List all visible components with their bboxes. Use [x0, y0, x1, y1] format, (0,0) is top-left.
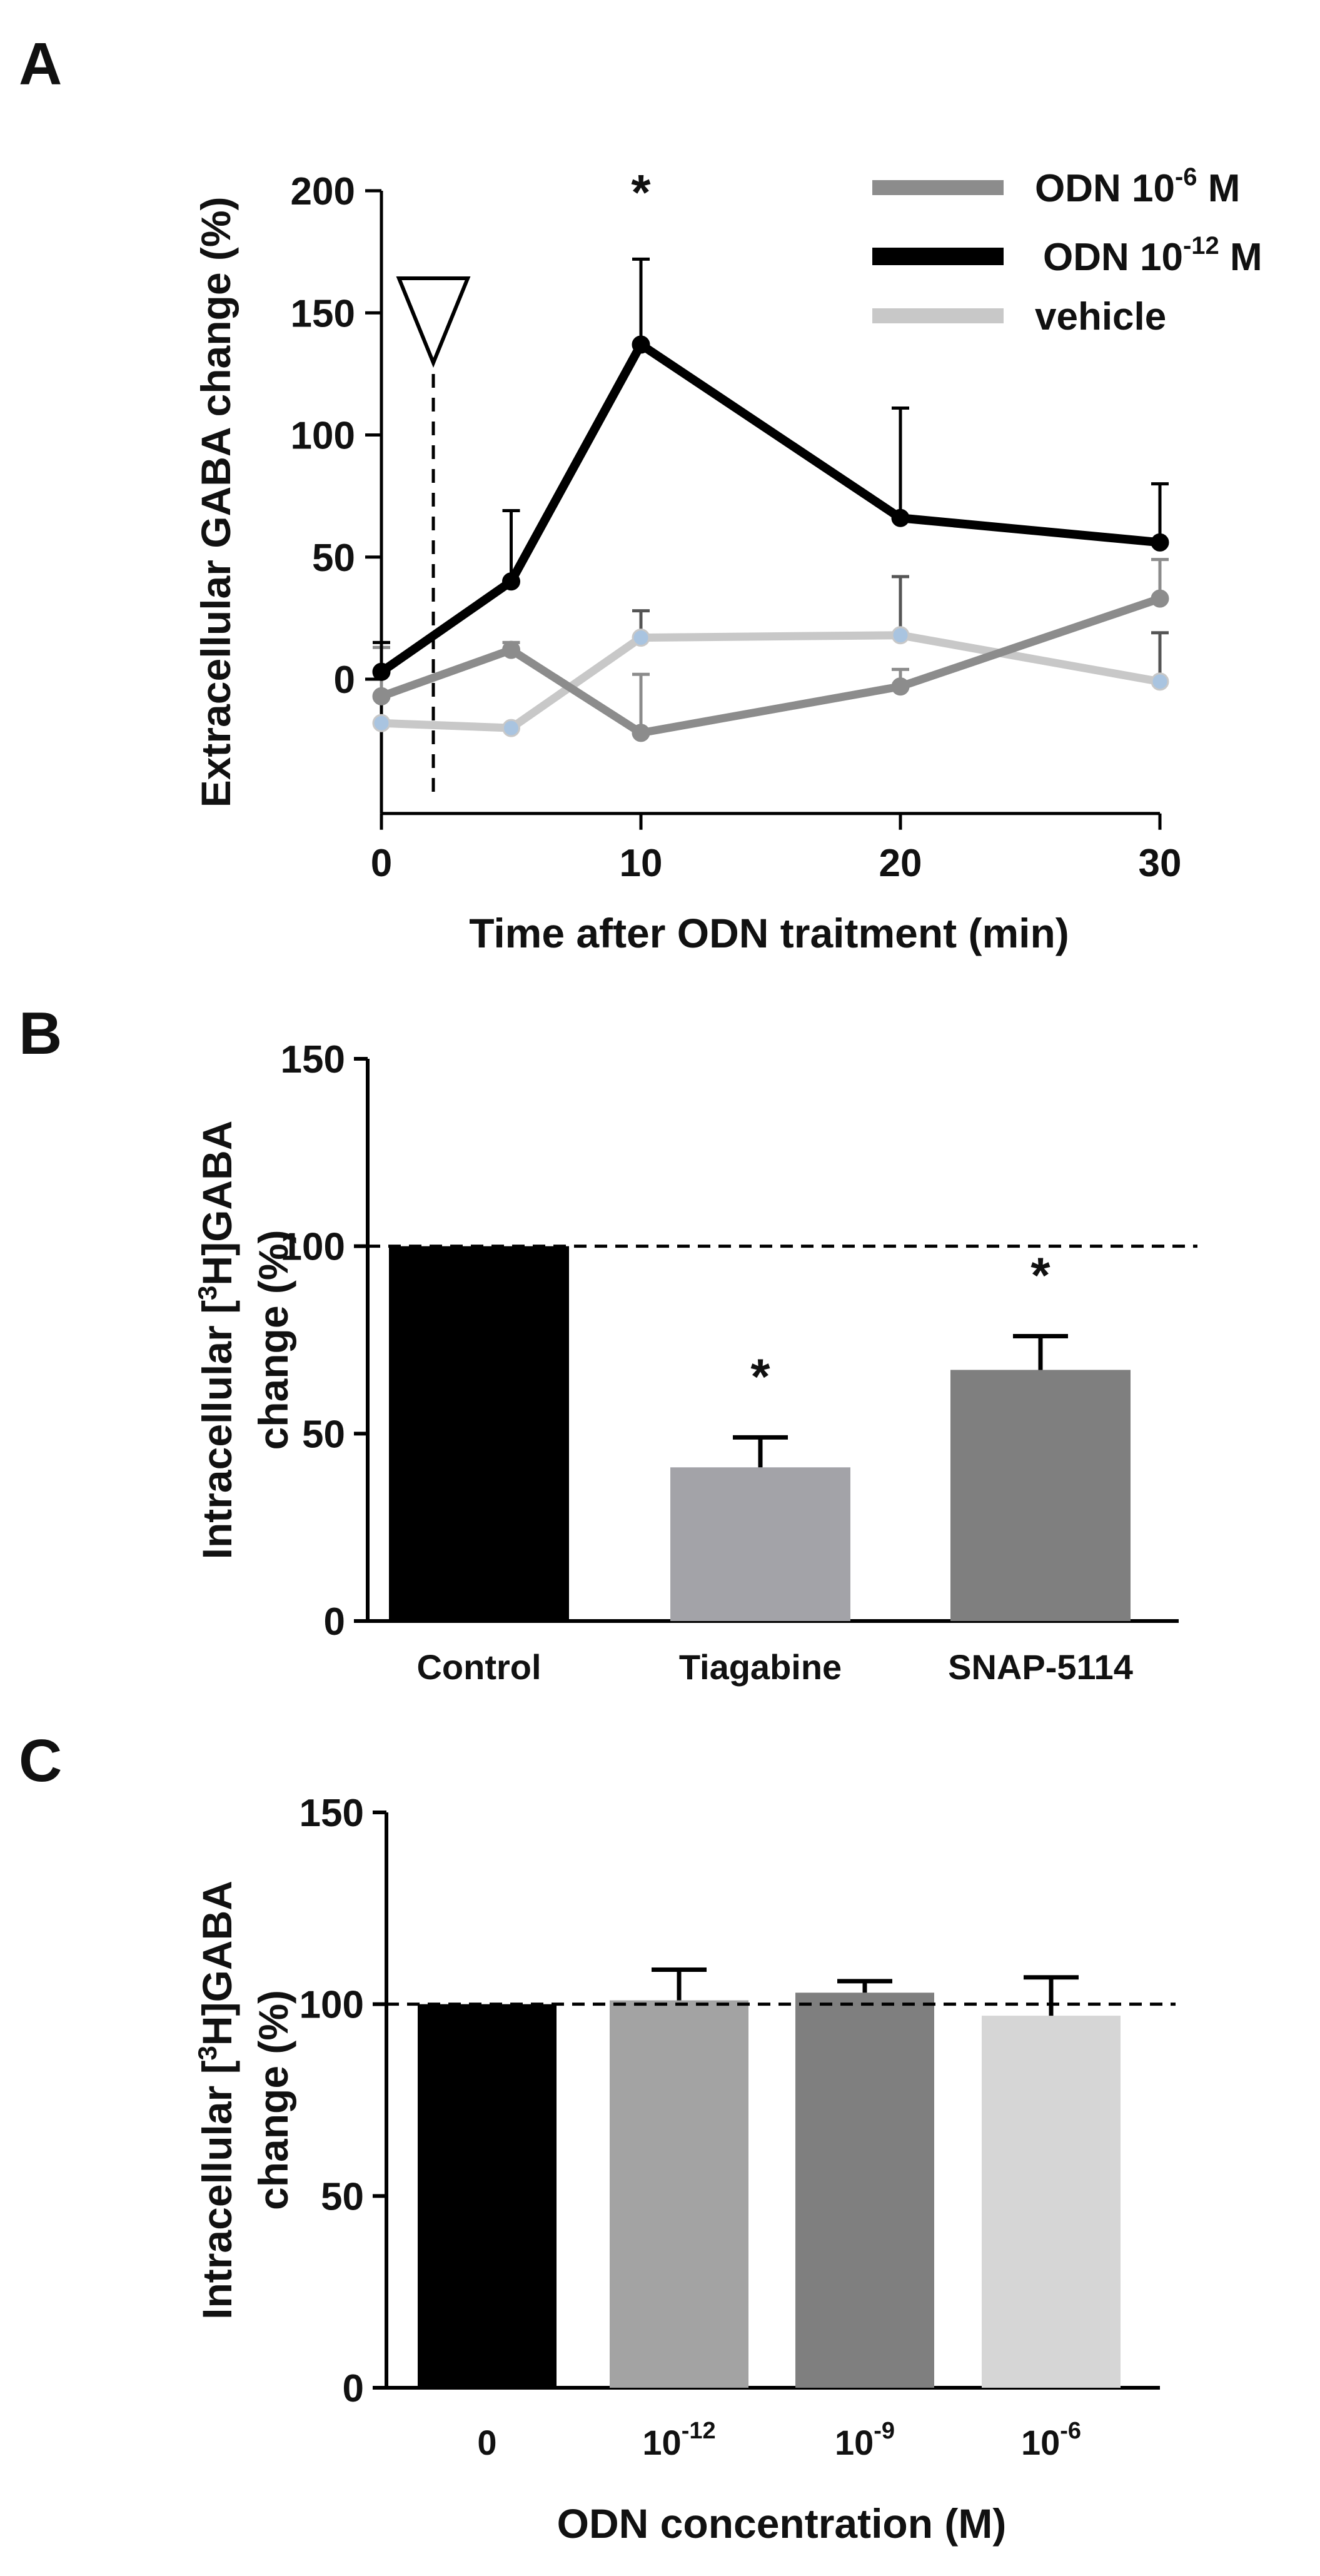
data-point [1151, 589, 1169, 608]
y-tick-label: 100 [291, 415, 355, 458]
y-axis-title-line: Intracellular [3H]GABA [193, 1881, 240, 2320]
y-axis-title-line: change (%) [250, 1990, 296, 2210]
data-point [891, 508, 910, 527]
y-axis-title: Extracellular GABA change (%) [193, 196, 239, 807]
data-point [1151, 672, 1169, 691]
panel-label-b: B [19, 1000, 62, 1067]
y-tick-label: 50 [302, 1413, 345, 1456]
y-tick-label: 0 [334, 659, 355, 702]
data-point [372, 662, 391, 681]
bar [795, 1993, 934, 2388]
data-point [891, 677, 910, 696]
category-label: 10-9 [835, 2418, 895, 2462]
y-tick-label: 50 [312, 537, 355, 580]
category-label: 10-12 [642, 2418, 715, 2462]
y-tick-label: 150 [300, 1792, 364, 1835]
significance-star: * [631, 164, 651, 220]
panel-a-marks: * [372, 164, 1169, 794]
panel-c-marks [386, 1967, 1176, 2388]
x-tick-label: 20 [879, 842, 922, 885]
series-line [378, 340, 1161, 676]
y-axis-title-line: change (%) [250, 1230, 296, 1450]
data-point [502, 572, 520, 591]
y-tick-label: 100 [300, 1984, 364, 2027]
bar [610, 2000, 748, 2388]
data-point [372, 687, 391, 705]
x-tick-label: 0 [371, 842, 392, 885]
panel-c: C 0 50 100 150 Intracellular [3H]GABAchange … [19, 1727, 1176, 2547]
legend-label: ODN 10-12 M [1043, 232, 1262, 279]
y-tick-label: 0 [324, 1600, 345, 1644]
data-point [632, 724, 650, 742]
bar [670, 1467, 850, 1621]
panel-a: A 0 50 100 150 200 0 10 20 30 Time after ODN trai… [19, 31, 1262, 956]
category-label: Tiagabine [679, 1647, 842, 1687]
y-tick-label: 100 [281, 1226, 345, 1269]
bar [418, 2004, 557, 2388]
legend-label: ODN 10-6 M [1035, 163, 1240, 210]
x-axis-title: ODN concentration (M) [557, 2500, 1007, 2547]
panel-b: B 0 50 100 150 Intracellular [3H]GABAchange … [19, 1000, 1197, 1687]
data-point [502, 719, 520, 737]
category-label: Control [416, 1647, 541, 1687]
series-line [381, 631, 1161, 732]
series-line [380, 594, 1162, 737]
bar [982, 2016, 1121, 2388]
x-tick-label: 10 [620, 842, 663, 885]
y-tick-label: 0 [343, 2367, 364, 2410]
panel-a-legend: ODN 10-6 M ODN 10-12 M vehicle [872, 163, 1262, 338]
data-point [891, 626, 910, 645]
bar [389, 1246, 569, 1621]
panel-a-axes: 0 50 100 150 200 0 10 20 30 Time after ODN traitm… [193, 170, 1181, 956]
legend-label: vehicle [1035, 295, 1166, 338]
x-axis-title: Time after ODN traitment (min) [469, 910, 1069, 956]
y-tick-label: 50 [321, 2175, 364, 2218]
data-point [1151, 533, 1169, 552]
data-point [632, 629, 650, 647]
category-label: 0 [477, 2423, 496, 2462]
y-tick-label: 200 [291, 170, 355, 213]
panel-label-c: C [19, 1727, 62, 1794]
data-point [372, 714, 391, 732]
bar [950, 1370, 1131, 1621]
y-axis-title-line: Intracellular [3H]GABA [193, 1121, 240, 1560]
category-label: SNAP-5114 [948, 1647, 1133, 1687]
data-point [632, 335, 650, 354]
panel-b-marks: ** [368, 1245, 1197, 1621]
significance-star: * [750, 1348, 770, 1404]
category-label: 10-6 [1021, 2418, 1081, 2462]
data-point [502, 640, 520, 659]
x-tick-label: 30 [1139, 842, 1182, 885]
y-tick-label: 150 [291, 292, 355, 335]
panel-label-a: A [19, 31, 62, 98]
significance-star: * [1030, 1248, 1050, 1303]
y-tick-label: 150 [281, 1038, 345, 1081]
treatment-arrow [396, 276, 471, 368]
